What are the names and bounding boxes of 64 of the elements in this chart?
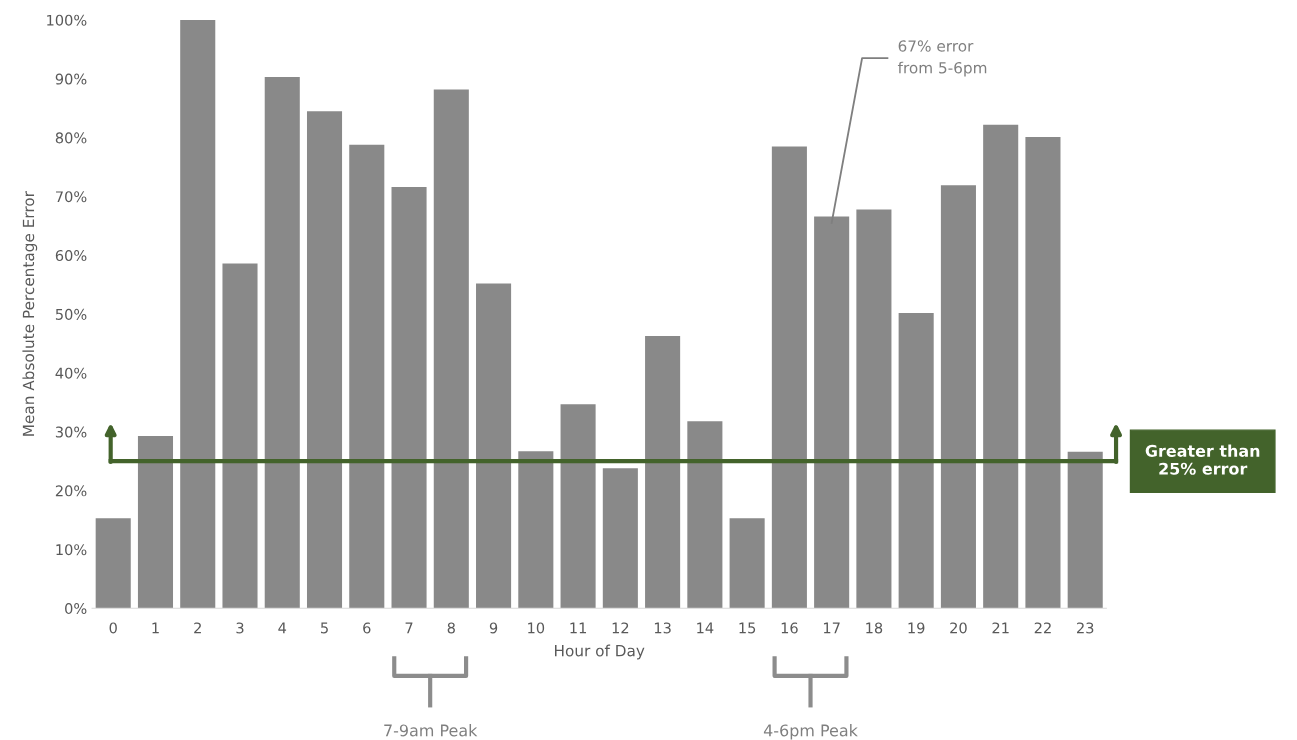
y-tick-label: 100% (47, 14, 87, 26)
x-tick-label: 23 (1077, 622, 1094, 634)
bar (306, 111, 343, 609)
x-tick-label: 2 (194, 622, 201, 634)
bar (560, 404, 596, 609)
x-tick-label: 21 (992, 622, 1009, 634)
x-tick-label: 12 (612, 622, 629, 634)
y-tick-label: 60% (55, 250, 87, 262)
x-tick-label: 1 (152, 622, 159, 634)
bar (645, 335, 681, 609)
bar (518, 451, 554, 609)
bar (476, 283, 512, 609)
y-tick-label: 90% (55, 73, 87, 85)
y-tick-label: 50% (55, 308, 87, 320)
x-tick-label: 8 (447, 622, 455, 634)
bar (856, 209, 892, 609)
bar (602, 468, 638, 609)
y-tick-label: 20% (55, 485, 87, 497)
x-tick-label: 19 (908, 622, 925, 634)
ref-line-label: Greater than 25% error (1145, 444, 1260, 475)
text: 4-6pm Peak (763, 724, 858, 740)
bar (1025, 137, 1061, 609)
text: 7-9am Peak (384, 724, 478, 737)
x-tick-label: 11 (570, 622, 587, 634)
bar (729, 518, 765, 609)
bar (433, 89, 469, 609)
x-tick-label: 16 (781, 622, 798, 634)
y-tick-label: 30% (55, 426, 87, 438)
x-tick-label: 9 (489, 622, 498, 634)
x-tick-label: 6 (363, 622, 371, 634)
bar (137, 435, 174, 609)
bar (222, 263, 258, 609)
y-tick-label: 40% (55, 367, 87, 379)
x-tick-label: 22 (1034, 622, 1051, 634)
y-tick-label: 10% (56, 544, 87, 556)
x-tick-label: 5 (321, 622, 328, 634)
bar (349, 144, 385, 609)
y-tick-label: 80% (55, 132, 87, 144)
x-tick-label: 3 (236, 622, 244, 634)
bar (687, 421, 723, 609)
bar (940, 185, 976, 609)
bar (391, 187, 427, 609)
x-tick-label: 0 (109, 622, 117, 634)
y-tick-label: 0% (65, 603, 87, 615)
x-tick-label: 13 (654, 622, 671, 634)
bar (264, 77, 300, 609)
y-axis-title: Mean Absolute Percentage Error (22, 191, 38, 436)
x-tick-label: 10 (528, 622, 545, 634)
y-tick-label: 70% (56, 191, 87, 203)
bar (983, 124, 1019, 609)
x-axis-title: Hour of Day (555, 644, 645, 660)
bar (771, 146, 807, 609)
x-tick-label: 17 (823, 622, 840, 634)
x-tick-label: 15 (739, 622, 756, 634)
bar (1067, 451, 1103, 609)
bar (95, 518, 131, 609)
x-tick-label: 20 (950, 622, 967, 634)
x-tick-label: 18 (866, 622, 883, 634)
x-tick-label: 7 (405, 622, 413, 634)
x-tick-label: 4 (278, 622, 287, 634)
bar (180, 19, 216, 609)
x-tick-label: 14 (697, 622, 714, 634)
annotation: 67% error from 5-6pm (897, 40, 987, 77)
bar (898, 312, 934, 609)
